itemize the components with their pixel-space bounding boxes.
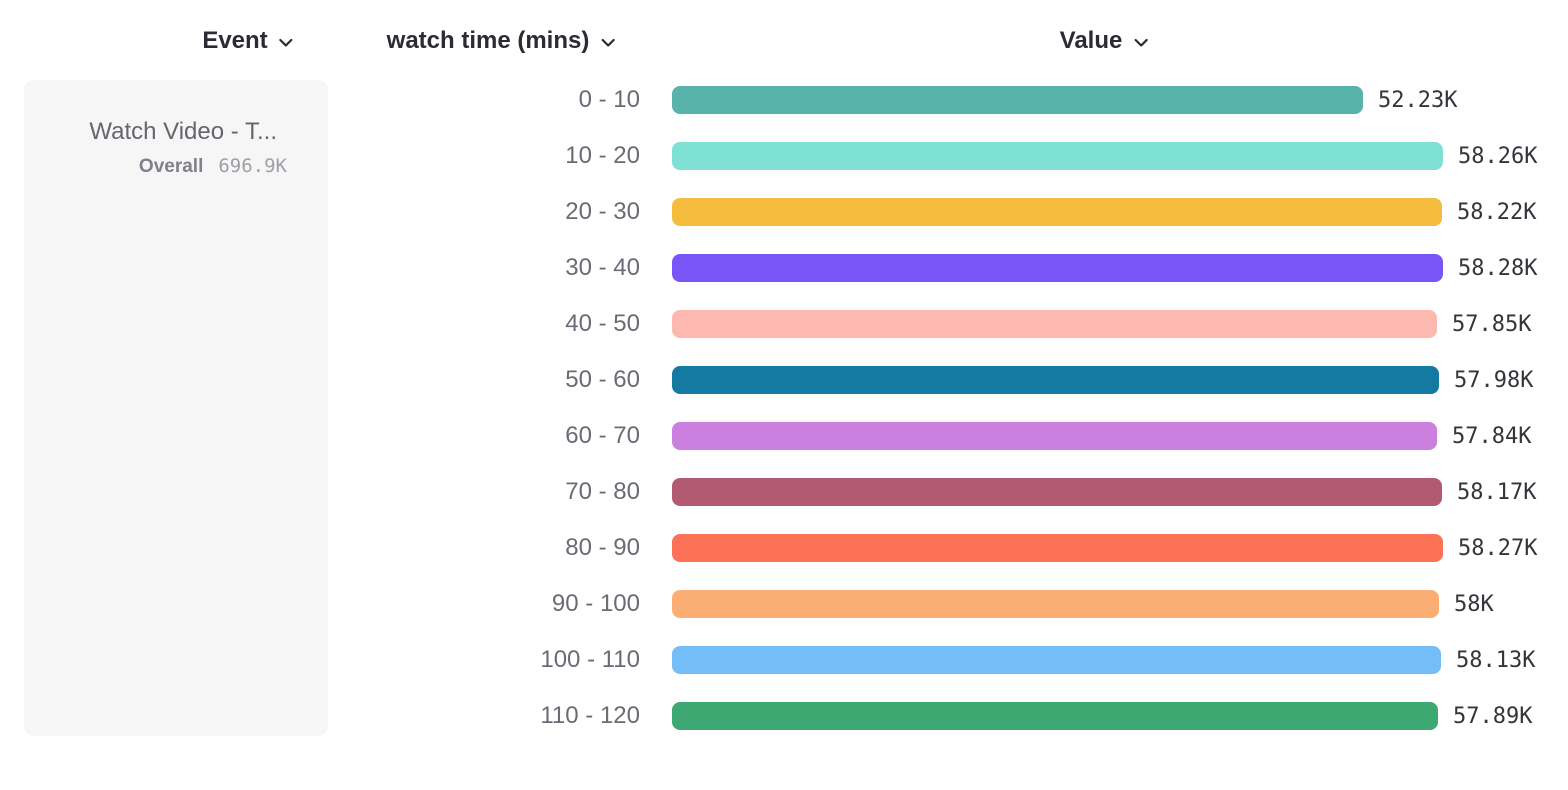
value-bar[interactable] xyxy=(672,646,1441,674)
chart-row: 60 - 70 57.84K xyxy=(0,408,1568,464)
bucket-label: 30 - 40 xyxy=(565,254,640,281)
column-header-value-label: Value xyxy=(1059,27,1123,54)
bar-area: 58.26K xyxy=(672,142,1568,170)
value-bar[interactable] xyxy=(672,422,1437,450)
bar-area: 58.28K xyxy=(672,254,1568,282)
bucket-label: 70 - 80 xyxy=(565,478,640,505)
bar-area: 58.17K xyxy=(672,478,1568,506)
bucket-label: 90 - 100 xyxy=(551,590,640,617)
value-label: 57.84K xyxy=(1452,423,1532,449)
value-bar[interactable] xyxy=(672,478,1442,506)
bar-area: 57.84K xyxy=(672,422,1568,450)
value-label: 52.23K xyxy=(1378,87,1458,113)
value-bar[interactable] xyxy=(672,86,1363,114)
bucket-label: 20 - 30 xyxy=(565,198,640,225)
bar-area: 58.13K xyxy=(672,646,1568,674)
value-label: 58.13K xyxy=(1456,647,1536,673)
bucket-label: 110 - 120 xyxy=(540,702,640,729)
column-header-value[interactable]: Value xyxy=(1060,27,1149,55)
value-label: 58.27K xyxy=(1458,535,1538,561)
value-bar[interactable] xyxy=(672,310,1437,338)
value-bar[interactable] xyxy=(672,254,1443,282)
bucket-label: 10 - 20 xyxy=(565,142,640,169)
chart-row: 30 - 40 58.28K xyxy=(0,240,1568,296)
event-title: Watch Video - T... xyxy=(89,118,277,145)
column-header-event[interactable]: Event xyxy=(202,27,293,55)
bar-area: 58.27K xyxy=(672,534,1568,562)
chart-row: 50 - 60 57.98K xyxy=(0,352,1568,408)
bar-area: 57.89K xyxy=(672,702,1568,730)
chevron-down-icon xyxy=(1133,38,1148,48)
bucket-label: 50 - 60 xyxy=(565,366,640,393)
bucket-label: 0 - 10 xyxy=(578,86,640,113)
chevron-down-icon xyxy=(279,38,294,48)
value-label: 57.89K xyxy=(1453,703,1533,729)
bar-chart-rows: 0 - 10 52.23K 10 - 20 58.26K 20 - 30 58.… xyxy=(0,72,1568,744)
bar-area: 57.98K xyxy=(672,366,1568,394)
event-overall-row: Overall 696.9K xyxy=(40,155,287,178)
chart-row: 40 - 50 57.85K xyxy=(0,296,1568,352)
overall-label: Overall xyxy=(138,156,204,177)
value-bar[interactable] xyxy=(672,590,1439,618)
bar-area: 52.23K xyxy=(672,86,1568,114)
chart-row: 100 - 110 58.13K xyxy=(0,632,1568,688)
bucket-label: 100 - 110 xyxy=(540,646,640,673)
chart-row: 80 - 90 58.27K xyxy=(0,520,1568,576)
chart-row: 110 - 120 57.89K xyxy=(0,688,1568,744)
chart-row: 70 - 80 58.17K xyxy=(0,464,1568,520)
chart-row: 0 - 10 52.23K xyxy=(0,72,1568,128)
event-card[interactable]: Watch Video - T... Overall 696.9K xyxy=(24,80,328,736)
value-label: 58.22K xyxy=(1457,199,1537,225)
chart-row: 10 - 20 58.26K xyxy=(0,128,1568,184)
value-bar[interactable] xyxy=(672,198,1442,226)
bucket-label: 60 - 70 xyxy=(565,422,640,449)
value-label: 58K xyxy=(1454,591,1494,617)
bar-area: 58.22K xyxy=(672,198,1568,226)
chevron-down-icon xyxy=(600,38,615,48)
value-bar[interactable] xyxy=(672,534,1443,562)
value-label: 57.85K xyxy=(1452,311,1532,337)
chart-row: 90 - 100 58K xyxy=(0,576,1568,632)
column-header-breakdown[interactable]: watch time (mins) xyxy=(387,27,616,55)
bucket-label: 80 - 90 xyxy=(565,534,640,561)
chart-row: 20 - 30 58.22K xyxy=(0,184,1568,240)
overall-value: 696.9K xyxy=(218,155,287,177)
value-bar[interactable] xyxy=(672,702,1438,730)
value-label: 58.28K xyxy=(1458,255,1538,281)
bar-area: 57.85K xyxy=(672,310,1568,338)
bucket-label: 40 - 50 xyxy=(565,310,640,337)
bar-area: 58K xyxy=(672,590,1568,618)
value-bar[interactable] xyxy=(672,366,1439,394)
column-header-event-label: Event xyxy=(202,27,268,54)
value-label: 58.17K xyxy=(1457,479,1537,505)
value-label: 57.98K xyxy=(1454,367,1534,393)
column-header-breakdown-label: watch time (mins) xyxy=(386,27,590,54)
value-bar[interactable] xyxy=(672,142,1443,170)
value-label: 58.26K xyxy=(1458,143,1538,169)
